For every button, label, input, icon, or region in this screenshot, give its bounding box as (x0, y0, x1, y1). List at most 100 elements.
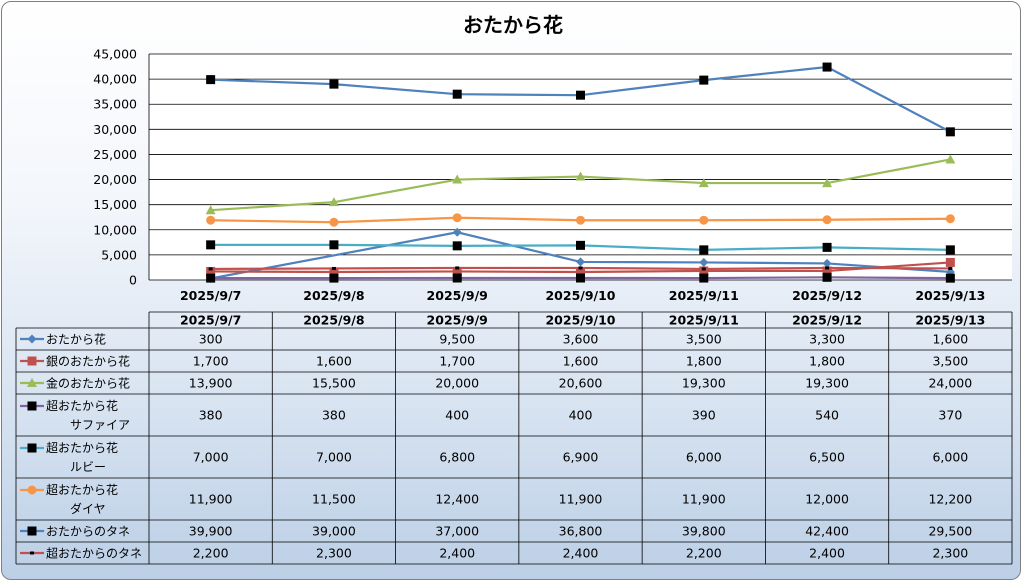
table-cell: 12,400 (435, 492, 479, 507)
table-cell: 390 (692, 408, 716, 423)
series-name-line: サファイア (70, 418, 130, 432)
data-point (576, 90, 585, 100)
table-cell: 3,500 (686, 332, 722, 347)
data-point (822, 266, 832, 276)
x-tick-label: 2025/9/13 (915, 288, 985, 303)
data-point (452, 273, 462, 283)
data-point (206, 266, 216, 276)
table-header-cell: 2025/9/11 (669, 313, 739, 328)
data-point (575, 171, 586, 181)
series-name: 金のおたから花 (46, 376, 130, 391)
data-point (206, 240, 216, 250)
data-point (452, 174, 463, 184)
data-point (206, 75, 216, 85)
table-cell: 540 (815, 408, 839, 423)
table-cell: 12,000 (805, 492, 849, 507)
y-tick-label: 0 (129, 273, 137, 288)
data-point (822, 258, 832, 268)
data-point (576, 267, 585, 277)
data-point (945, 154, 956, 164)
data-point (822, 62, 832, 72)
table-cell: 3,600 (563, 332, 599, 347)
data-point (329, 273, 339, 283)
table-cell: 11,500 (312, 492, 356, 507)
data-point (699, 75, 709, 85)
table-cell: 19,300 (805, 376, 849, 391)
table-cell: 6,000 (932, 450, 968, 465)
table-cell: 9,500 (439, 332, 475, 347)
table-cell: 11,900 (682, 492, 726, 507)
data-point (331, 266, 336, 270)
data-point (206, 215, 216, 225)
data-point (825, 266, 830, 270)
series-4 (206, 240, 955, 255)
table-cell: 3,500 (932, 354, 968, 369)
table-cell: 400 (569, 408, 593, 423)
data-point (822, 242, 832, 252)
x-tick-label: 2025/9/10 (545, 288, 615, 303)
table-cell: 1,700 (193, 354, 229, 369)
y-tick-label: 10,000 (93, 222, 137, 237)
table-cell: 36,800 (559, 524, 603, 539)
data-point (822, 178, 833, 188)
legend-key-marker (27, 334, 37, 344)
y-tick-label: 40,000 (93, 72, 137, 87)
data-point (452, 266, 462, 276)
table-cell: 24,000 (928, 376, 972, 391)
data-point (576, 273, 585, 283)
data-point (701, 267, 706, 271)
table-cell: 7,000 (316, 450, 352, 465)
series-1 (206, 257, 955, 277)
table-row: 超おたからのタネ 2,200 2,300 2,400 2,400 2,200 2,400 2,… (20, 546, 968, 561)
table-header-cell: 2025/9/10 (545, 313, 615, 328)
table-cell: 39,800 (682, 524, 726, 539)
data-point (576, 257, 585, 267)
table-cell: 39,000 (312, 524, 356, 539)
data-point (329, 217, 339, 227)
table-cell: 13,900 (189, 376, 233, 391)
data-point (699, 257, 709, 267)
table-cell: 15,500 (312, 376, 356, 391)
data-point (208, 267, 213, 271)
data-point (576, 240, 585, 250)
table-cell: 12,200 (928, 492, 972, 507)
data-point (329, 267, 339, 277)
data-point (699, 245, 709, 255)
data-point (822, 215, 832, 225)
table-row: おたから花 300 9,500 3,600 3,500 3,300 1,600 (20, 332, 968, 347)
table-cell: 29,500 (928, 524, 972, 539)
y-tick-label: 15,000 (93, 197, 137, 212)
legend-key-marker (27, 485, 37, 495)
table-cell: 2,400 (563, 546, 599, 561)
table-row: 銀のおたから花 1,700 1,600 1,700 1,600 1,800 1,800 3,5… (20, 354, 968, 369)
series-line (210, 231, 951, 280)
table-cell: 7,000 (193, 450, 229, 465)
table-cell: 1,800 (809, 354, 845, 369)
table-header-cell: 2025/9/8 (303, 313, 364, 328)
table-cell: 3,300 (809, 332, 845, 347)
data-point (206, 273, 216, 283)
series-name-line: 超おたから花 (46, 482, 118, 497)
series-7 (208, 266, 953, 271)
y-tick-label: 30,000 (93, 122, 137, 137)
series-name-line: 超おたから花 (46, 440, 118, 455)
legend-key-marker (30, 551, 34, 555)
data-point (452, 89, 462, 99)
x-tick-label: 2025/9/7 (180, 288, 241, 303)
data-point (945, 214, 955, 224)
table-cell: 2,400 (439, 546, 475, 561)
legend-key-marker (27, 526, 37, 536)
series-name-line: ダイヤ (70, 501, 106, 516)
table-cell: 37,000 (435, 524, 479, 539)
data-table: 2025/9/7 2025/9/8 2025/9/9 2025/9/10 2025/9/… (15, 311, 1013, 565)
table-cell: 1,600 (563, 354, 599, 369)
legend-key-marker (27, 401, 37, 411)
x-tick-label: 2025/9/12 (792, 288, 862, 303)
table-row: おたからのタネ 39,900 39,000 37,000 36,800 39,800 42,… (20, 524, 972, 539)
data-point (452, 227, 462, 237)
y-axis: 0 5,000 10,000 15,000 20,000 25,000 30,000 35,0… (93, 47, 150, 288)
table-cell: 300 (199, 332, 223, 347)
table-cell: 20,000 (435, 376, 479, 391)
